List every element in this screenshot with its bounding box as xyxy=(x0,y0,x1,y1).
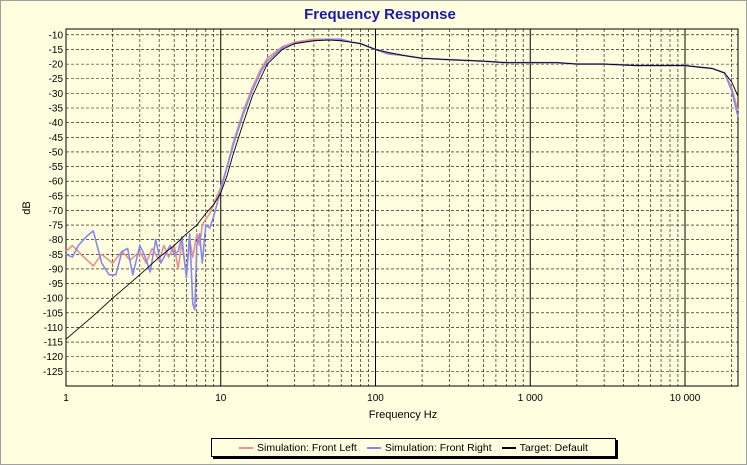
y-tick-label: -105 xyxy=(43,308,63,319)
y-tick-label: -45 xyxy=(49,133,64,144)
x-tick-label: 10 000 xyxy=(670,393,701,404)
y-tick-label: -80 xyxy=(49,235,64,246)
x-tick-label: 100 xyxy=(367,393,384,404)
y-axis-title: dB xyxy=(21,201,33,214)
legend-swatch xyxy=(366,446,381,449)
chart-title: Frequency Response xyxy=(304,6,456,23)
y-tick-label: -95 xyxy=(49,279,64,290)
y-tick-label: -55 xyxy=(49,162,64,173)
x-tick-label: 1 000 xyxy=(518,393,543,404)
y-tick-label: -10 xyxy=(49,30,64,41)
y-tick-label: -75 xyxy=(49,221,64,232)
legend-swatch xyxy=(239,446,254,449)
y-tick-label: -30 xyxy=(49,89,64,100)
x-axis-title: Frequency Hz xyxy=(369,409,437,421)
legend-label: Target: Default xyxy=(519,441,588,454)
legend-label: Simulation: Front Right xyxy=(384,441,492,454)
y-tick-label: -40 xyxy=(49,118,64,129)
y-tick-label: -90 xyxy=(49,264,64,275)
legend-label: Simulation: Front Left xyxy=(257,441,357,454)
y-tick-label: -100 xyxy=(43,294,63,305)
y-tick-label: -60 xyxy=(49,177,64,188)
x-tick-label: 1 xyxy=(63,393,69,404)
legend-item-front-left: Simulation: Front Left xyxy=(239,442,357,454)
y-tick-label: -120 xyxy=(43,352,63,363)
legend-item-front-right: Simulation: Front Right xyxy=(366,441,492,454)
y-tick-label: -125 xyxy=(43,367,63,378)
legend-item-target: Target: Default xyxy=(501,441,588,454)
y-tick-label: -70 xyxy=(49,206,64,217)
y-tick-label: -20 xyxy=(49,60,64,71)
legend: Simulation: Front Left Simulation: Front… xyxy=(211,438,616,457)
y-tick-label: -35 xyxy=(49,104,64,115)
y-tick-label: -65 xyxy=(49,191,64,202)
x-tick-label: 10 xyxy=(215,393,227,404)
grid xyxy=(65,28,739,387)
legend-swatch xyxy=(501,446,516,449)
y-tick-label: -85 xyxy=(49,250,64,261)
series-line-2 xyxy=(65,39,739,340)
series-layer xyxy=(65,38,739,340)
y-tick-label: -50 xyxy=(49,147,64,158)
y-tick-label: -115 xyxy=(44,338,64,349)
y-tick-label: -110 xyxy=(44,323,64,334)
y-tick-label: -15 xyxy=(49,45,64,56)
plot-area xyxy=(65,28,739,387)
tick-labels: -10 -15 -20 -25 -30 -35 -40 -45 -50 -55 -60 -65 -70 -… xyxy=(43,30,701,404)
y-tick-label: -25 xyxy=(49,74,64,85)
